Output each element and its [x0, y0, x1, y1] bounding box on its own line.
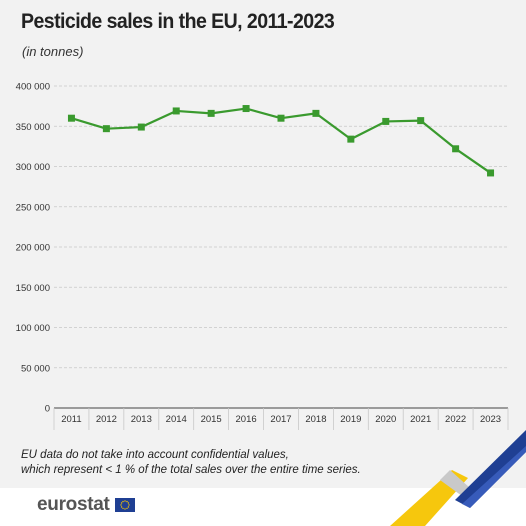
x-axis-tick-labels: 2011 2012 2013 2014 2015 2016 2017 2018 2019 2020… — [61, 414, 501, 425]
y-tick-label: 100 000 — [16, 323, 50, 334]
y-tick-label: 0 — [45, 404, 50, 415]
data-point — [417, 117, 425, 125]
data-point — [207, 109, 215, 117]
y-tick-label: 200 000 — [16, 243, 50, 254]
data-point — [487, 169, 495, 177]
x-tick-label: 2012 — [96, 414, 117, 425]
data-point — [277, 114, 285, 122]
x-tick-label: 2018 — [305, 414, 326, 425]
data-point — [347, 135, 355, 143]
x-tick-label: 2020 — [375, 414, 396, 425]
x-tick-label: 2019 — [340, 414, 361, 425]
data-point — [137, 123, 145, 131]
y-tick-label: 50 000 — [21, 363, 50, 374]
swoosh-blue — [455, 430, 526, 508]
chart-title: Pesticide sales in the EU, 2011-2023 — [21, 10, 335, 33]
swoosh-blue-light — [462, 446, 526, 508]
x-tick-label: 2014 — [166, 414, 187, 425]
logo-text: eurostat — [37, 494, 110, 515]
x-tick-label: 2013 — [131, 414, 152, 425]
x-tick-label: 2015 — [201, 414, 222, 425]
data-point — [452, 145, 460, 153]
x-axis — [53, 407, 509, 430]
y-tick-label: 350 000 — [16, 122, 50, 133]
x-tick-label: 2016 — [236, 414, 257, 425]
data-point — [67, 114, 75, 122]
data-point — [242, 105, 250, 113]
footnote-line-2: which represent < 1 % of the total sales… — [21, 464, 361, 476]
eu-flag-icon — [114, 498, 135, 512]
y-tick-label: 300 000 — [16, 162, 50, 173]
data-point — [382, 117, 390, 125]
x-tick-label: 2023 — [480, 414, 501, 425]
x-tick-label: 2017 — [270, 414, 291, 425]
footnote: EU data do not take into account confide… — [21, 448, 361, 478]
data-point — [172, 107, 180, 115]
x-tick-label: 2022 — [445, 414, 466, 425]
series — [67, 105, 495, 177]
eurostat-logo: eurostat — [37, 494, 135, 516]
data-point — [102, 125, 110, 133]
footnote-line-1: EU data do not take into account confide… — [21, 449, 289, 461]
x-tick-label: 2011 — [61, 414, 81, 425]
data-point — [312, 109, 320, 117]
gridlines — [54, 85, 508, 369]
y-tick-label: 150 000 — [16, 283, 50, 294]
swoosh-grey — [440, 470, 470, 496]
y-axis-tick-labels: 0 50 000 100 000 150 000 200 000 250 000 300 0… — [16, 82, 50, 415]
chart-subtitle: (in tonnes) — [22, 44, 84, 59]
x-tick-label: 2021 — [410, 414, 431, 425]
y-tick-label: 250 000 — [16, 202, 50, 213]
y-tick-label: 400 000 — [16, 82, 50, 93]
